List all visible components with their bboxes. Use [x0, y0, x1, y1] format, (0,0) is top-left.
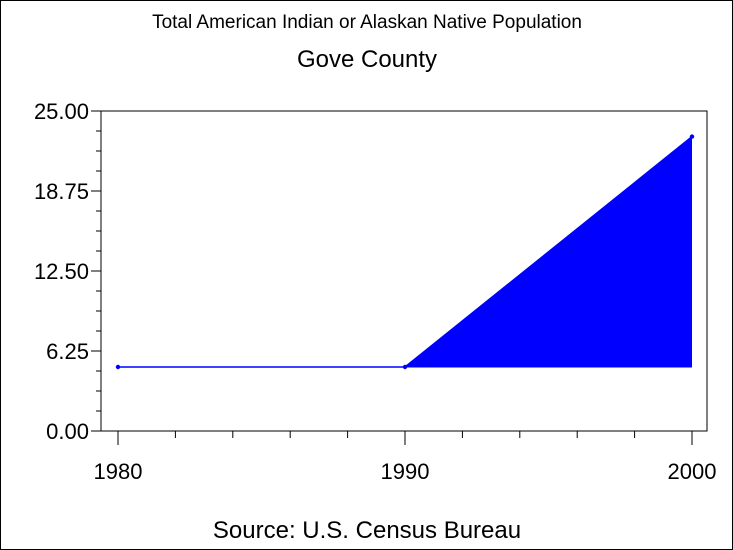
y-tick-label: 25.00 [34, 99, 89, 124]
chart-source: Source: U.S. Census Bureau [213, 517, 521, 544]
y-tick-label: 6.25 [46, 339, 89, 364]
area-fill [118, 136, 692, 367]
x-tick-label: 1990 [381, 459, 430, 484]
chart-subtitle: Gove County [297, 46, 437, 73]
x-tick-label: 2000 [668, 459, 717, 484]
y-tick-label: 12.50 [34, 259, 89, 284]
data-point-1980 [115, 364, 121, 370]
y-tick-label: 0.00 [46, 419, 89, 444]
data-point-2000 [689, 134, 695, 139]
plot-area: 0.00 6.25 12.50 18.75 25.00 1980 1990 2000 [34, 99, 717, 484]
y-tick-label: 18.75 [34, 179, 89, 204]
x-tick-label: 1980 [94, 459, 143, 484]
data-point-1990 [402, 364, 408, 370]
chart-title: Total American Indian or Alaskan Native … [152, 12, 582, 33]
